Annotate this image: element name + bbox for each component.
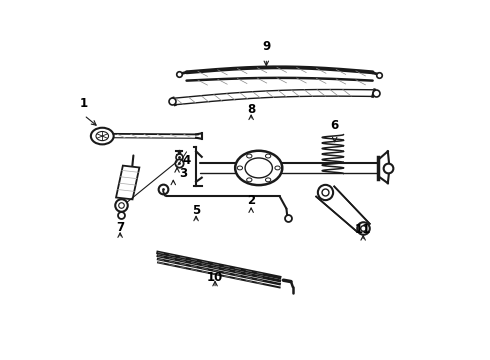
Text: 5: 5 [192,204,200,217]
Text: 4: 4 [182,154,191,167]
Text: 8: 8 [247,103,255,116]
Text: 7: 7 [116,221,124,234]
Text: 10: 10 [207,270,223,284]
Text: 11: 11 [355,224,371,237]
Polygon shape [116,166,139,199]
Text: 6: 6 [331,120,339,132]
Text: 9: 9 [262,40,270,53]
Polygon shape [316,186,370,231]
Text: 2: 2 [247,194,255,207]
Text: 3: 3 [179,167,187,180]
Text: 1: 1 [80,97,88,110]
